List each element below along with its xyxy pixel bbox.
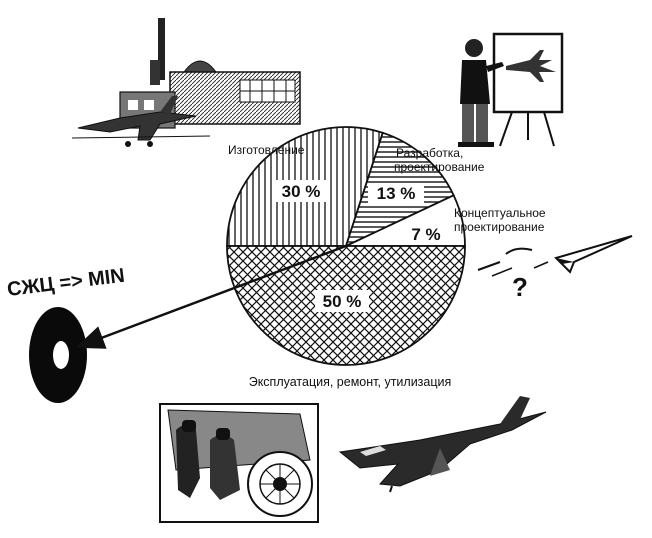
category-label-concept-line1: Концептуальное [454, 206, 546, 220]
engineer-illustration [458, 32, 564, 147]
category-label-development-line2: проектирование [394, 160, 485, 174]
value-labels: 30 % 13 % 7 % 50 % [274, 180, 441, 312]
target-illustration [29, 307, 87, 403]
category-label-operation: Эксплуатация, ремонт, утилизация [249, 375, 452, 389]
factory-illustration [71, 18, 301, 147]
category-label-development-line1: Разработка, [396, 146, 463, 160]
arrow-to-target [75, 244, 347, 349]
category-label-concept-line2: проектирование [454, 220, 545, 234]
value-label-manufacturing: 30 % [282, 182, 321, 201]
engine-maintenance-illustration [159, 403, 319, 523]
fighter-jet-illustration [338, 396, 547, 493]
value-label-operation: 50 % [323, 292, 362, 311]
category-labels: Изготовление Разработка, проектирование … [228, 143, 546, 389]
lcc-min-label: СЖЦ => MIN [6, 265, 126, 301]
value-label-development: 13 % [377, 184, 416, 203]
category-label-manufacturing: Изготовление [228, 143, 305, 157]
value-label-concept: 7 % [411, 225, 440, 244]
question-mark: ? [512, 272, 528, 302]
paper-airplane-illustration [477, 235, 633, 277]
